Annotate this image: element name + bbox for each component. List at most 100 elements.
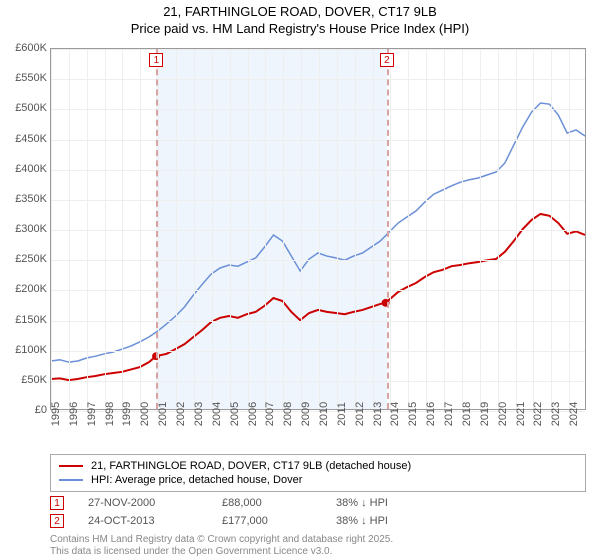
x-gridline [140, 49, 141, 409]
x-gridline [319, 49, 320, 409]
marker-box-1: 1 [149, 53, 163, 67]
x-tick-label: 2016 [425, 402, 437, 426]
y-gridline [51, 290, 585, 291]
x-gridline [122, 49, 123, 409]
x-tick-label: 2023 [550, 402, 562, 426]
x-tick-label: 1996 [68, 402, 80, 426]
y-tick-label: £400K [15, 163, 47, 175]
sale-delta-1: 38% ↓ HPI [336, 497, 388, 509]
legend-label-price-paid: 21, FARTHINGLOE ROAD, DOVER, CT17 9LB (d… [91, 460, 411, 472]
x-tick-label: 2011 [336, 402, 348, 426]
x-tick-label: 2013 [372, 402, 384, 426]
x-tick-label: 2021 [515, 402, 527, 426]
y-gridline [51, 351, 585, 352]
x-tick-label: 2000 [139, 402, 151, 426]
x-gridline [248, 49, 249, 409]
x-axis: 1995199619971998199920002001200220032004… [50, 410, 586, 450]
y-tick-label: £0 [35, 404, 47, 416]
x-tick-label: 2002 [175, 402, 187, 426]
x-gridline [355, 49, 356, 409]
title-line-2: Price paid vs. HM Land Registry's House … [0, 21, 600, 38]
y-gridline [51, 321, 585, 322]
x-gridline [105, 49, 106, 409]
x-gridline [69, 49, 70, 409]
y-gridline [51, 170, 585, 171]
y-gridline [51, 140, 585, 141]
x-gridline [87, 49, 88, 409]
x-gridline [569, 49, 570, 409]
plot-area: 12 [50, 48, 586, 410]
x-tick-label: 2006 [247, 402, 259, 426]
x-gridline [301, 49, 302, 409]
x-gridline [337, 49, 338, 409]
title-line-1: 21, FARTHINGLOE ROAD, DOVER, CT17 9LB [0, 4, 600, 21]
chart-container: 21, FARTHINGLOE ROAD, DOVER, CT17 9LB Pr… [0, 0, 600, 560]
x-gridline [373, 49, 374, 409]
x-tick-label: 2014 [389, 402, 401, 426]
y-tick-label: £250K [15, 253, 47, 265]
y-axis: £0£50K£100K£150K£200K£250K£300K£350K£400… [0, 48, 50, 410]
x-tick-label: 2008 [282, 402, 294, 426]
sale-date-2: 24-OCT-2013 [88, 515, 198, 527]
x-tick-label: 2018 [461, 402, 473, 426]
x-gridline [51, 49, 52, 409]
x-tick-label: 1995 [50, 402, 62, 426]
x-gridline [551, 49, 552, 409]
y-gridline [51, 230, 585, 231]
y-gridline [51, 109, 585, 110]
sale-marker-2: 2 [50, 514, 64, 528]
x-tick-label: 2015 [407, 402, 419, 426]
sale-price-2: £177,000 [222, 515, 312, 527]
x-tick-label: 2024 [568, 402, 580, 426]
y-tick-label: £350K [15, 193, 47, 205]
x-gridline [444, 49, 445, 409]
x-tick-label: 2017 [443, 402, 455, 426]
sales-table: 1 27-NOV-2000 £88,000 38% ↓ HPI 2 24-OCT… [50, 494, 388, 530]
chart-title: 21, FARTHINGLOE ROAD, DOVER, CT17 9LB Pr… [0, 0, 600, 38]
x-tick-label: 2019 [479, 402, 491, 426]
legend-item-hpi: HPI: Average price, detached house, Dove… [59, 473, 577, 487]
y-tick-label: £50K [21, 374, 47, 386]
x-tick-label: 2005 [229, 402, 241, 426]
series-line-hpi [51, 103, 585, 362]
y-tick-label: £200K [15, 283, 47, 295]
x-gridline [283, 49, 284, 409]
footer-line-1: Contains HM Land Registry data © Crown c… [50, 534, 393, 546]
y-gridline [51, 79, 585, 80]
sale-date-1: 27-NOV-2000 [88, 497, 198, 509]
x-tick-label: 2020 [497, 402, 509, 426]
sale-row-1: 1 27-NOV-2000 £88,000 38% ↓ HPI [50, 494, 388, 512]
y-gridline [51, 260, 585, 261]
y-tick-label: £600K [15, 42, 47, 54]
y-tick-label: £150K [15, 314, 47, 326]
x-gridline [408, 49, 409, 409]
legend-swatch-blue [59, 479, 83, 481]
y-gridline [51, 49, 585, 50]
sale-marker-1: 1 [50, 496, 64, 510]
footer-line-2: This data is licensed under the Open Gov… [50, 546, 393, 558]
x-gridline [390, 49, 391, 409]
sale-price-1: £88,000 [222, 497, 312, 509]
y-gridline [51, 381, 585, 382]
y-tick-label: £450K [15, 133, 47, 145]
x-gridline [480, 49, 481, 409]
legend-swatch-red [59, 465, 83, 467]
x-gridline [265, 49, 266, 409]
chart-svg [51, 49, 585, 409]
sale-row-2: 2 24-OCT-2013 £177,000 38% ↓ HPI [50, 512, 388, 530]
x-tick-label: 2009 [300, 402, 312, 426]
x-gridline [462, 49, 463, 409]
x-gridline [194, 49, 195, 409]
y-tick-label: £550K [15, 72, 47, 84]
x-tick-label: 2022 [532, 402, 544, 426]
x-gridline [212, 49, 213, 409]
marker-line-2 [387, 49, 389, 409]
x-tick-label: 2007 [264, 402, 276, 426]
marker-line-1 [156, 49, 158, 409]
marker-box-2: 2 [380, 53, 394, 67]
x-tick-label: 2004 [211, 402, 223, 426]
footer: Contains HM Land Registry data © Crown c… [50, 534, 393, 558]
legend-item-price-paid: 21, FARTHINGLOE ROAD, DOVER, CT17 9LB (d… [59, 459, 577, 473]
legend: 21, FARTHINGLOE ROAD, DOVER, CT17 9LB (d… [50, 454, 586, 492]
y-tick-label: £300K [15, 223, 47, 235]
